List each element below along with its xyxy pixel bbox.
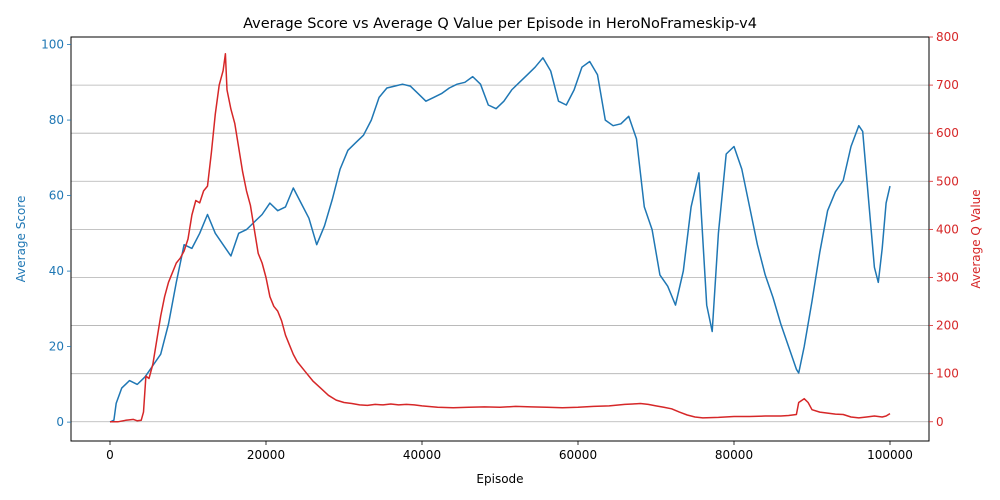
y-right-tick-label: 0 <box>936 415 944 429</box>
x-tick-label: 0 <box>106 448 114 462</box>
x-tick-label: 80000 <box>715 448 753 462</box>
series-layer <box>109 53 891 423</box>
x-tick-label: 60000 <box>559 448 597 462</box>
series-line-average-score <box>109 57 891 423</box>
y-left-tick-label: 40 <box>49 264 64 278</box>
y-axis-right: 0 100 200 300 400 500 600 700 800 <box>929 30 959 429</box>
y-right-tick-label: 100 <box>936 367 959 381</box>
y-left-tick-label: 0 <box>56 415 64 429</box>
x-tick-label: 20000 <box>247 448 285 462</box>
y-left-tick-label: 80 <box>49 113 64 127</box>
plot-frame <box>70 36 930 442</box>
series-line-average-q <box>110 53 891 423</box>
y-left-tick-label: 60 <box>49 189 64 203</box>
x-tick-label: 40000 <box>403 448 441 462</box>
y-left-tick-label: 20 <box>49 340 64 354</box>
chart-title: Average Score vs Average Q Value per Epi… <box>243 16 757 32</box>
y-axis-left-label: Average Score <box>14 196 28 283</box>
x-axis: 0 20000 40000 60000 80000 100000 <box>106 441 913 462</box>
y-axis-left: 0 20 40 60 80 100 <box>41 38 71 429</box>
y-axis-right-label: Average Q Value <box>969 189 983 288</box>
y-right-tick-label: 600 <box>936 126 959 140</box>
y-right-tick-label: 700 <box>936 78 959 92</box>
y-right-tick-label: 500 <box>936 174 959 188</box>
y-right-tick-label: 200 <box>936 319 959 333</box>
y-right-tick-label: 400 <box>936 222 959 236</box>
y-left-tick-label: 100 <box>41 38 64 52</box>
y-right-tick-label: 300 <box>936 270 959 284</box>
y-right-tick-label: 800 <box>936 30 959 44</box>
x-axis-label: Episode <box>476 472 523 486</box>
x-tick-label: 100000 <box>867 448 913 462</box>
